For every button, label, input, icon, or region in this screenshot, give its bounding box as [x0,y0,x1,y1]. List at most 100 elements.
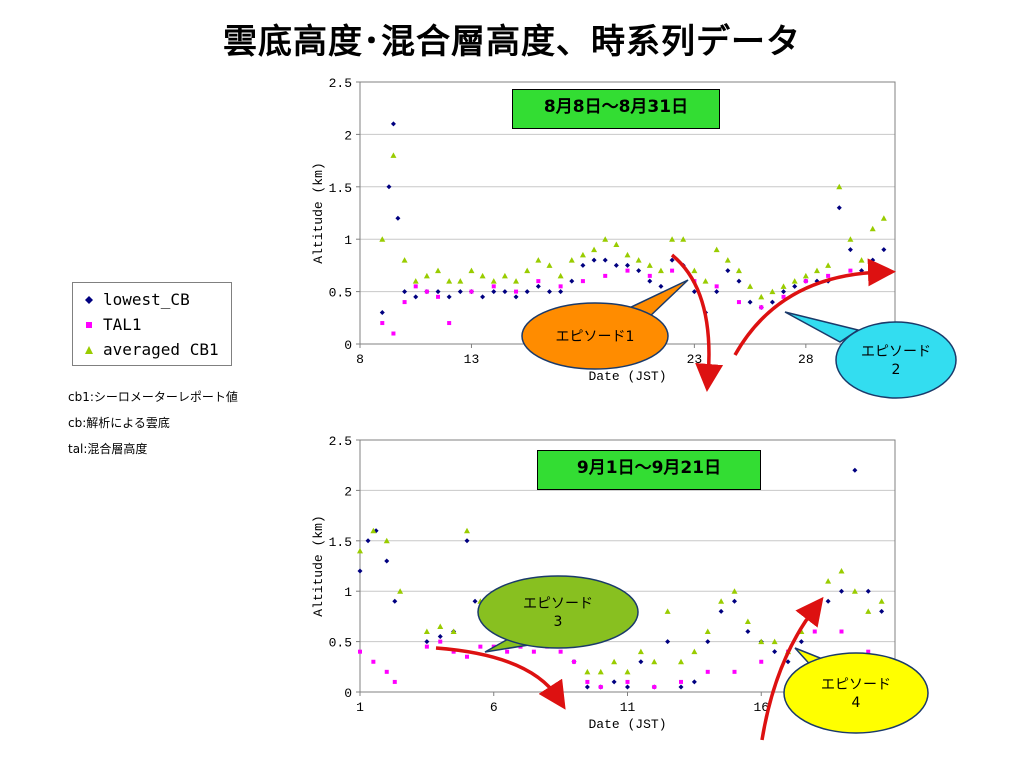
data-point-diamond [480,618,486,624]
data-point-square [451,649,456,654]
legend-label: lowest_CB [103,290,190,309]
data-point-triangle [591,246,598,253]
data-point-diamond [718,608,724,614]
data-point-square [478,644,483,649]
data-point-square [670,268,675,273]
data-point-triangle [780,283,787,289]
data-point-diamond [611,679,617,685]
data-point-diamond [504,618,510,624]
data-point-triangle [847,236,854,242]
data-point-diamond [558,639,564,645]
data-point-diamond [669,257,675,263]
data-point-triangle [678,658,684,665]
diamond-marker-icon [81,295,97,304]
note-cb: cb:解析による雲底 [68,416,170,430]
data-point-square [826,273,831,278]
data-point-diamond [457,289,463,295]
data-point-triangle [758,293,765,300]
y-tick-label: 0 [344,686,352,701]
data-point-square [424,289,429,294]
y-tick-label: 0.5 [329,636,352,651]
data-point-triangle [825,262,832,268]
data-point-square [732,669,737,674]
data-point-triangle [535,257,542,263]
data-point-triangle [624,668,631,675]
data-point-triangle [450,628,457,635]
data-point-square [870,268,875,273]
data-point-diamond [703,310,709,316]
data-point-triangle [735,267,742,274]
data-point-square [625,268,630,273]
legend-item-lowest-cb: lowest_CB [81,287,223,312]
data-point-square [392,679,397,684]
data-point-triangle [702,278,709,284]
data-point-square [558,649,563,654]
data-point-diamond [402,289,408,295]
data-point-triangle [798,628,805,635]
data-point-square [469,289,474,294]
data-point-square [391,331,396,336]
data-point-triangle [724,257,731,263]
data-point-diamond [870,257,876,263]
data-point-triangle [490,278,497,284]
data-point-diamond [725,268,731,274]
data-point-square [545,644,550,649]
data-point-square [759,659,764,664]
data-point-diamond [395,215,401,221]
legend-item-tal1: TAL1 [81,312,223,337]
data-point-diamond [812,618,818,624]
data-point-square [380,321,385,326]
data-point-square [384,669,389,674]
data-point-triangle [468,267,475,274]
data-point-diamond [524,289,530,295]
data-point-triangle [357,547,363,554]
data-point-triangle [611,658,618,665]
data-point-triangle [858,257,865,263]
legend-label: averaged CB1 [103,340,219,359]
period-label-august: 8月8日～8月31日 [512,89,720,129]
legend-label: TAL1 [103,315,142,334]
data-point-triangle [397,588,404,594]
data-point-square [572,659,576,664]
y-tick-label: 2 [344,484,352,499]
data-point-triangle [613,241,620,247]
data-point-square [514,289,519,294]
data-point-diamond [518,618,523,624]
data-point-triangle [579,251,586,258]
data-point-diamond [437,634,443,640]
data-point-square [580,279,585,284]
data-point-triangle [479,272,486,279]
data-point-diamond [435,289,441,295]
data-point-diamond [785,659,791,665]
data-point-square [647,273,652,278]
data-point-diamond [625,262,630,268]
data-point-square [465,654,469,659]
x-tick-label: 6 [490,700,498,715]
data-point-square [438,639,443,644]
data-point-diamond [732,598,737,604]
data-point-square [558,284,563,289]
data-point-diamond [365,538,371,544]
data-point-triangle [557,618,564,624]
data-point-diamond [535,283,541,289]
data-point-triangle [646,262,653,268]
data-point-diamond [638,659,644,665]
data-point-square [413,284,418,289]
y-tick-label: 0.5 [329,286,352,301]
data-point-diamond [859,268,865,274]
data-point-square [436,294,441,299]
x-tick-label: 1 [356,700,364,715]
data-point-triangle [747,283,754,289]
x-tick-label: 8 [356,352,364,367]
data-point-diamond [636,268,642,274]
data-point-square [866,649,871,654]
page-title: 雲底高度･混合層高度、時系列データ [223,22,801,62]
data-point-square [402,300,407,305]
data-point-triangle [691,648,698,655]
data-point-square [358,649,362,654]
data-point-square [692,279,697,284]
legend: lowest_CB TAL1 averaged CB1 [72,282,232,366]
data-point-diamond [384,558,390,564]
y-tick-label: 1.5 [329,181,352,196]
data-point-square [598,684,603,689]
